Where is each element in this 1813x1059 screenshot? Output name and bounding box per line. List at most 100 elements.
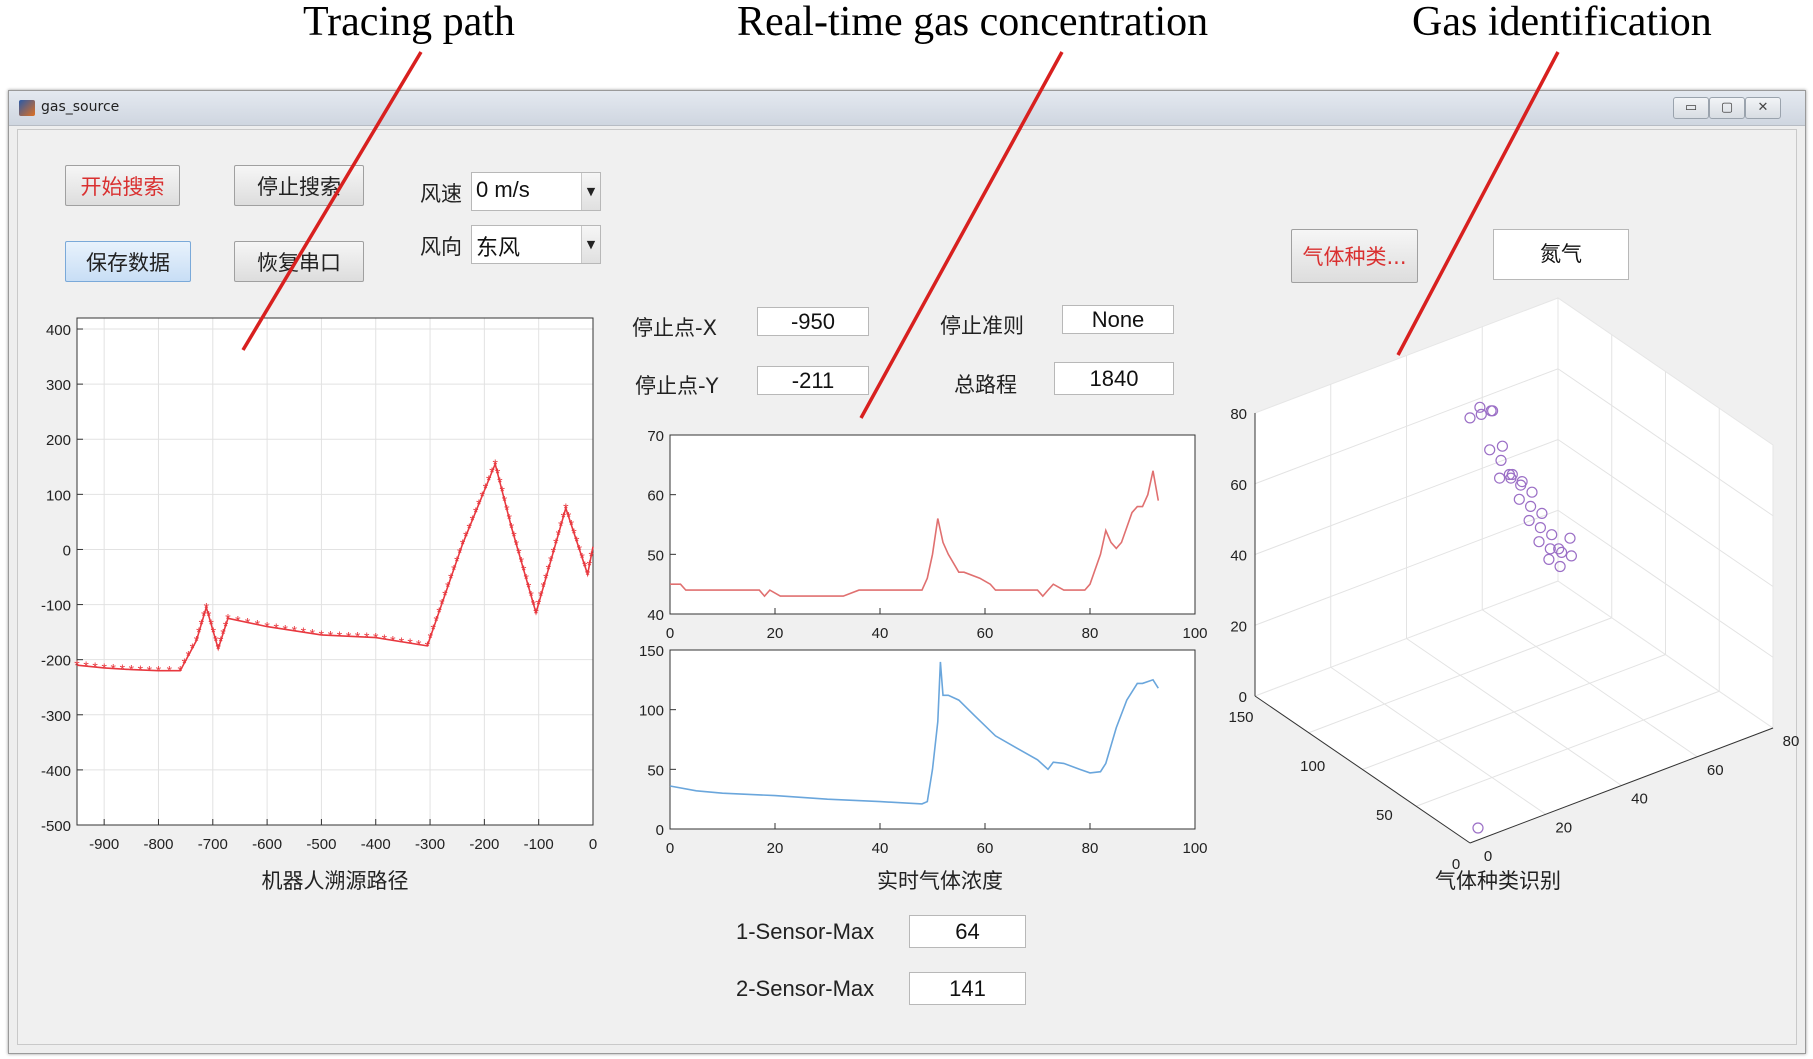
grid-line	[1254, 438, 1774, 587]
wind-direction-label: 风向	[420, 235, 462, 259]
x-tick-label: 50	[1376, 807, 1393, 824]
path-marker: *	[492, 456, 498, 472]
path-marker: *	[382, 631, 388, 647]
z-tick-label: 60	[1230, 477, 1247, 494]
path-marker: *	[460, 536, 466, 552]
path-marker: *	[206, 608, 212, 624]
grid-line	[1481, 609, 1698, 758]
x-tick-label: 80	[1082, 840, 1099, 857]
path-marker: *	[407, 635, 413, 651]
scatter-point	[1565, 550, 1578, 562]
path-marker: *	[167, 663, 173, 679]
path-marker: *	[215, 641, 221, 657]
chevron-down-icon[interactable]: ▼	[581, 173, 600, 210]
plot-background	[77, 318, 593, 825]
y-tick-label: 0	[656, 822, 664, 839]
x-axis-label: 机器人溯源路径	[262, 869, 409, 893]
wind-speed-select[interactable]: 0 m/s ▼	[471, 172, 601, 211]
path-marker: *	[483, 480, 489, 496]
plot-background	[670, 650, 1195, 829]
save-data-button[interactable]: 保存数据	[65, 241, 191, 282]
y-tick-label: -300	[41, 708, 71, 725]
path-marker: *	[442, 587, 448, 603]
path-marker: *	[147, 662, 153, 678]
maximize-button[interactable]: ▢	[1709, 97, 1745, 119]
sensor1-line	[670, 470, 1160, 598]
path-marker: *	[355, 629, 361, 645]
path-marker: *	[425, 638, 431, 654]
scatter-point	[1523, 514, 1535, 527]
gas-type-button[interactable]: 气体种类...	[1291, 229, 1418, 283]
y-tick-label: 300	[46, 377, 71, 394]
path-marker: *	[390, 632, 396, 648]
path-marker: *	[538, 587, 544, 603]
x-tick-label: -500	[306, 836, 336, 853]
path-marker: *	[416, 637, 422, 653]
path-marker: *	[235, 612, 241, 628]
scatter-point	[1475, 408, 1487, 420]
x-tick-label: -200	[469, 836, 499, 853]
y-tick-label: -100	[41, 598, 71, 615]
tracing-path-plot: -900 -800 -700 -600 -500 -400 -300 -200 -100 0 -50…	[41, 317, 597, 893]
path-marker: *	[561, 509, 567, 525]
x-tick-label: -800	[143, 836, 173, 853]
annotation-gas-identification: Gas identification	[1412, 0, 1712, 45]
path-marker: *	[526, 579, 532, 595]
x-tick-label: -400	[361, 836, 391, 853]
path-marker: *	[264, 619, 270, 635]
minimize-button[interactable]: ▭	[1673, 97, 1709, 119]
grid-line	[1254, 509, 1774, 658]
path-marker: *	[506, 510, 512, 526]
path-marker: *	[138, 662, 144, 678]
x-tick-label: 20	[767, 625, 784, 642]
path-marker: *	[516, 545, 522, 561]
start-search-button[interactable]: 开始搜索	[65, 165, 180, 206]
path-marker: *	[337, 628, 343, 644]
scatter-point	[1553, 543, 1565, 555]
scatter-point	[1503, 468, 1516, 481]
stop-x-field: -950	[757, 307, 869, 336]
plot-background	[670, 435, 1195, 614]
path-marker: *	[486, 472, 492, 488]
chevron-down-icon[interactable]: ▼	[581, 226, 600, 263]
path-marker: *	[439, 595, 445, 611]
path-marker: *	[558, 518, 564, 534]
path-marker: *	[448, 570, 454, 586]
path-marker: *	[577, 542, 583, 558]
restore-port-button[interactable]: 恢复串口	[234, 241, 364, 282]
annotation-pointers	[241, 51, 1560, 419]
path-marker: *	[110, 661, 116, 677]
y-tick-label: 60	[647, 488, 664, 505]
total-path-label: 总路程	[954, 373, 1017, 397]
scatter-point	[1472, 822, 1484, 834]
wind-direction-select[interactable]: 东风 ▼	[471, 225, 601, 264]
scatter-point	[1554, 560, 1566, 573]
y-tick-label: 60	[1707, 762, 1724, 779]
path-marker: *	[74, 657, 80, 673]
path-marker: *	[476, 496, 482, 512]
gas-type-field: 氮气	[1493, 229, 1629, 280]
path-marker: *	[428, 629, 434, 645]
path-marker: *	[292, 623, 298, 639]
scatter-point	[1546, 529, 1558, 541]
scatter-point	[1533, 536, 1545, 548]
path-marker: *	[551, 544, 557, 560]
x-tick-label: 100	[1182, 840, 1207, 857]
wind-direction-value: 东风	[476, 235, 521, 260]
plot-frame	[669, 434, 1196, 615]
path-marker: *	[587, 557, 593, 573]
x-tick-label: 80	[1082, 625, 1099, 642]
path-marker: *	[433, 612, 439, 628]
scatter-point	[1564, 532, 1576, 544]
path-marker: *	[531, 596, 537, 612]
close-button[interactable]: ✕	[1745, 97, 1781, 119]
path-marker: *	[571, 525, 577, 541]
wind-speed-label: 风速	[420, 182, 462, 206]
x-axis-label: 实时气体浓度	[877, 869, 1003, 893]
matlab-icon	[19, 100, 35, 116]
x-axis	[1254, 695, 1471, 844]
y-tick-label: 200	[46, 432, 71, 449]
path-marker: *	[211, 624, 217, 640]
y-tick-label: 0	[63, 542, 71, 559]
